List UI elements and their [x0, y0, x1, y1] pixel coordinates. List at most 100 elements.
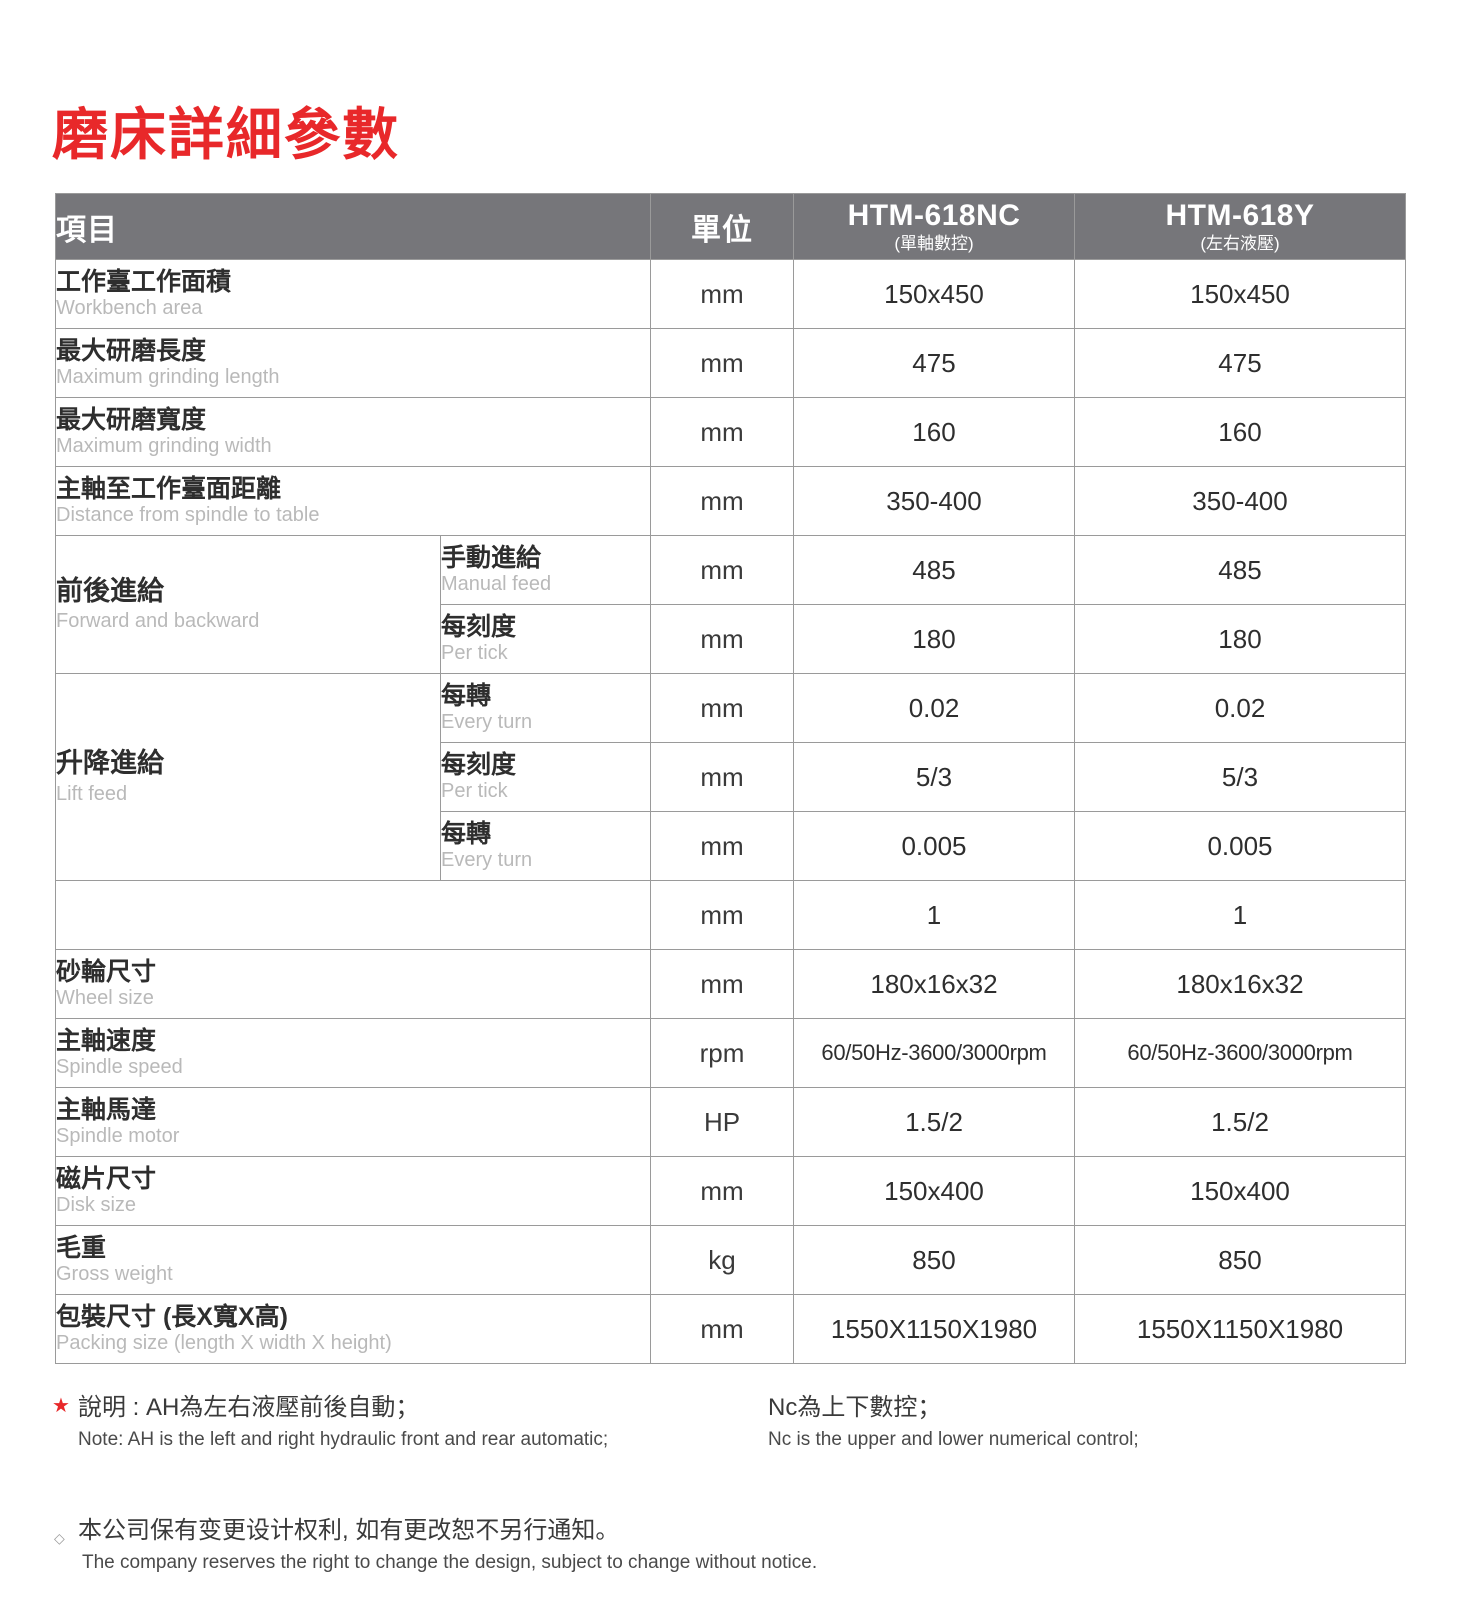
sub-row-label-en: Every turn	[441, 711, 533, 733]
row-label: 最大研磨長度 Maximum grinding length	[55, 328, 651, 398]
specification-table: 項目 單位 HTM-618NC (單軸數控) HTM-618Y (左右液壓) 工…	[55, 193, 1406, 1364]
row-value-model1: 160	[793, 397, 1075, 467]
row-value-model2: 180x16x32	[1074, 949, 1406, 1019]
row-value-model1: 180x16x32	[793, 949, 1075, 1019]
row-value-model2: 0.005	[1074, 811, 1406, 881]
model-1-subtitle: (單軸數控)	[894, 233, 974, 253]
row-value-model2: 850	[1074, 1225, 1406, 1295]
footnote-1: ★ 說明 : AH為左右液壓前後自動； Nc為上下數控； Note: AH is…	[52, 1392, 1412, 1453]
header-unit: 單位	[650, 193, 794, 260]
row-unit: mm	[650, 673, 794, 743]
row-value-model1: 150x400	[793, 1156, 1075, 1226]
row-label-en: Packing size (length X width X height)	[56, 1332, 392, 1354]
row-label: 磁片尺寸 Disk size	[55, 1156, 651, 1226]
row-label: 主軸馬達 Spindle motor	[55, 1087, 651, 1157]
row-value-model1: 5/3	[793, 742, 1075, 812]
footnote-1-en: Note: AH is the left and right hydraulic…	[78, 1429, 609, 1451]
row-label-zh: 主軸速度	[56, 1027, 157, 1055]
table-row: 工作臺工作面積 Workbench area mm 150x450 150x45…	[55, 259, 1406, 329]
model-2-name: HTM-618Y	[1165, 199, 1315, 232]
table-row: 升降進給 Lift feed 每轉 Every turn mm 0.02 0.0…	[55, 673, 1406, 881]
row-label-en: Gross weight	[56, 1263, 173, 1285]
row-unit: rpm	[650, 1018, 794, 1088]
table-body: 工作臺工作面積 Workbench area mm 150x450 150x45…	[55, 259, 1406, 1364]
row-value-model2: 60/50Hz-3600/3000rpm	[1074, 1018, 1406, 1088]
group-label-zh: 前後進給	[56, 575, 164, 606]
row-unit: mm	[650, 259, 794, 329]
row-value-model1: 475	[793, 328, 1075, 398]
sub-row-label: 每刻度 Per tick	[440, 742, 651, 812]
sub-row-label-en: Manual feed	[441, 573, 552, 595]
footnote-2: ◇ 本公司保有变更设计权利, 如有更改恕不另行通知。 The company r…	[52, 1515, 1412, 1576]
table-row: 每轉 Every turn mm 0.005 0.005	[56, 811, 1406, 881]
table-row: 包裝尺寸 (長X寬X高) Packing size (length X widt…	[55, 1294, 1406, 1364]
group-label-forward: 前後進給 Forward and backward	[55, 535, 441, 674]
table-row: 磁片尺寸 Disk size mm 150x400 150x400	[55, 1156, 1406, 1226]
row-unit: mm	[650, 880, 794, 950]
sub-row-label-en: Per tick	[441, 642, 508, 664]
row-label-en: Maximum grinding width	[56, 435, 272, 457]
row-label-zh: 包裝尺寸 (長X寬X高)	[56, 1303, 288, 1331]
row-label-zh: 最大研磨長度	[56, 337, 207, 365]
table-row: 主軸馬達 Spindle motor HP 1.5/2 1.5/2	[55, 1087, 1406, 1157]
row-value-model2: 1.5/2	[1074, 1087, 1406, 1157]
footnote-1-zh: 說明 : AH為左右液壓前後自動；	[78, 1394, 420, 1421]
model-2-subtitle: (左右液壓)	[1200, 233, 1280, 253]
row-value-model1: 1550X1150X1980	[793, 1294, 1075, 1364]
table-row: 每刻度 Per tick mm 5/3 5/3	[56, 742, 1406, 812]
table-header: 項目 單位 HTM-618NC (單軸數控) HTM-618Y (左右液壓)	[55, 193, 1406, 260]
footnote-1-row: 說明 : AH為左右液壓前後自動； Nc為上下數控；	[78, 1392, 1412, 1423]
footnote-1-row-en: Note: AH is the left and right hydraulic…	[78, 1423, 1412, 1453]
footnote-1-left: 說明 : AH為左右液壓前後自動；	[78, 1392, 768, 1423]
footnote-2-en: The company reserves the right to change…	[82, 1552, 818, 1574]
group-label-zh: 升降進給	[56, 748, 164, 779]
table-row: 前後進給 Forward and backward 手動進給 Manual fe…	[55, 535, 1406, 674]
footnote-1-right-en: Nc is the upper and lower numerical cont…	[768, 1423, 1368, 1453]
row-value-model2: 350-400	[1074, 466, 1406, 536]
table-row: 主軸速度 Spindle speed rpm 60/50Hz-3600/3000…	[55, 1018, 1406, 1088]
sub-row-label: 每轉 Every turn	[440, 811, 651, 881]
row-unit: mm	[650, 742, 794, 812]
row-unit: mm	[650, 1156, 794, 1226]
model-1-name: HTM-618NC	[847, 199, 1021, 232]
row-value-model2: 150x450	[1074, 259, 1406, 329]
table-row: 最大研磨長度 Maximum grinding length mm 475 47…	[55, 328, 1406, 398]
footnote-1-right: Nc為上下數控；	[768, 1392, 1368, 1423]
page-title: 磨床詳細參數	[52, 103, 400, 166]
row-value-model2: 0.02	[1074, 673, 1406, 743]
row-label-zh: 主軸馬達	[56, 1096, 157, 1124]
row-value-model1: 150x450	[793, 259, 1075, 329]
row-label: 包裝尺寸 (長X寬X高) Packing size (length X widt…	[55, 1294, 651, 1364]
row-label-en: Disk size	[56, 1194, 137, 1216]
row-value-model1: 180	[793, 604, 1075, 674]
header-row: 項目 單位 HTM-618NC (單軸數控) HTM-618Y (左右液壓)	[55, 193, 1406, 260]
row-unit: mm	[650, 328, 794, 398]
table-row: 毛重 Gross weight kg 850 850	[55, 1225, 1406, 1295]
row-unit: mm	[650, 949, 794, 1019]
row-unit: mm	[650, 604, 794, 674]
table-row: 砂輪尺寸 Wheel size mm 180x16x32 180x16x32	[55, 949, 1406, 1019]
row-label-zh: 砂輪尺寸	[56, 958, 157, 986]
sub-row-label: 每刻度 Per tick	[440, 604, 651, 674]
row-value-model1: 350-400	[793, 466, 1075, 536]
row-value-model1: 0.02	[793, 673, 1075, 743]
row-label: 主軸速度 Spindle speed	[55, 1018, 651, 1088]
row-value-model2: 160	[1074, 397, 1406, 467]
row-label-zh: 工作臺工作面積	[56, 268, 232, 296]
row-value-model2: 5/3	[1074, 742, 1406, 812]
row-value-model1: 1	[793, 880, 1075, 950]
row-label-zh: 磁片尺寸	[56, 1165, 157, 1193]
sub-row-label: 手動進給 Manual feed	[440, 535, 651, 605]
row-label: 工作臺工作面積 Workbench area	[55, 259, 651, 329]
row-value-model2: 150x400	[1074, 1156, 1406, 1226]
row-label: 最大研磨寬度 Maximum grinding width	[55, 397, 651, 467]
sub-row-label-zh: 每轉	[441, 682, 492, 710]
row-value-model2: 475	[1074, 328, 1406, 398]
row-unit: HP	[650, 1087, 794, 1157]
row-value-model1: 485	[793, 535, 1075, 605]
row-label-en: Spindle motor	[56, 1125, 180, 1147]
row-label: 砂輪尺寸 Wheel size	[55, 949, 651, 1019]
row-value-model1: 850	[793, 1225, 1075, 1295]
row-unit: mm	[650, 535, 794, 605]
row-value-model2: 180	[1074, 604, 1406, 674]
